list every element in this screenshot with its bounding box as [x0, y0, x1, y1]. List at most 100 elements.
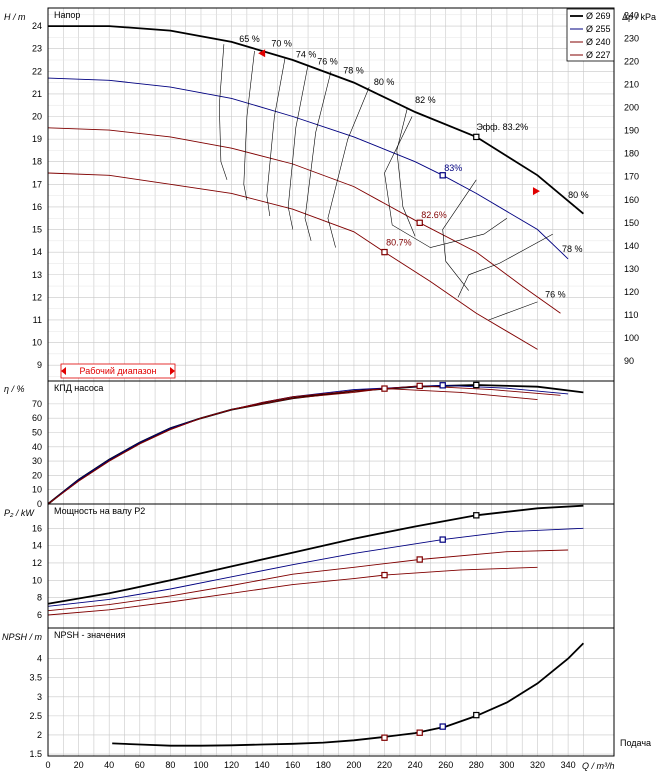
y-tick-label: 10: [32, 485, 42, 495]
iso-efficiency-curve: [327, 86, 370, 248]
x-tick-label: 240: [408, 760, 423, 770]
y-tick-label: 22: [32, 66, 42, 76]
y-tick-label: 4: [37, 654, 42, 664]
iso-efficiency-curve: [488, 301, 538, 321]
head-panel-title: Напор: [54, 10, 80, 20]
y-tick-label: 13: [32, 270, 42, 280]
y2-tick-label: 170: [624, 172, 639, 182]
operating-point-marker: [381, 571, 388, 579]
y2-tick-label: 120: [624, 287, 639, 297]
npsh-point-marker: [439, 723, 446, 730]
iso-efficiency-curve: [396, 107, 416, 237]
x-axis-caption: Подача: [620, 738, 651, 748]
npsh-panel-title: NPSH - значения: [54, 630, 126, 640]
y-tick-label: 20: [32, 470, 42, 480]
iso-efficiency-curve: [287, 64, 309, 230]
panel-frames: [47, 7, 615, 757]
y2-tick-label: 180: [624, 149, 639, 159]
curve-power-255: [47, 527, 584, 607]
legend-entry: Ø 255: [586, 24, 611, 34]
pressure-y-axis-label: Δp / kPa: [622, 12, 656, 22]
y2-tick-label: 100: [624, 333, 639, 343]
working-range-end-marker: [532, 187, 540, 196]
legend-entry: Ø 240: [586, 37, 611, 47]
x-tick-label: 220: [377, 760, 392, 770]
legend-box: [566, 8, 615, 62]
y-tick-label: 18: [32, 157, 42, 167]
curve-head-255: [47, 77, 569, 260]
iso-efficiency-curve: [442, 179, 477, 291]
y2-tick-label: 150: [624, 218, 639, 228]
y-tick-label: 14: [32, 247, 42, 257]
efficiency-label: 74 %: [296, 50, 317, 60]
efficiency-label: 65 %: [239, 34, 260, 44]
operating-point-marker: [416, 219, 423, 226]
operating-point-marker: [416, 382, 423, 390]
iso-efficiency-curve: [457, 233, 553, 298]
y2-tick-label: 210: [624, 80, 639, 90]
y2-tick-label: 160: [624, 195, 639, 205]
curve-head-240: [47, 127, 561, 314]
working-range-left-arrow: [61, 367, 66, 375]
y-tick-label: 16: [32, 202, 42, 212]
curve-npsh-269: [112, 642, 585, 747]
x-tick-label: 180: [316, 760, 331, 770]
iso-efficiency-curve: [218, 44, 228, 180]
x-tick-label: 20: [74, 760, 84, 770]
y2-tick-label: 110: [624, 310, 638, 320]
y2-tick-label: 90: [624, 356, 634, 366]
y-tick-label: 70: [32, 399, 42, 409]
efficiency-label: 80 %: [568, 190, 589, 200]
operating-point-marker: [439, 536, 446, 543]
x-tick-label: 60: [135, 760, 145, 770]
power-panel-title: Мощность на валу P2: [54, 506, 145, 516]
y-tick-label: 20: [32, 112, 42, 122]
y-tick-label: 3.5: [29, 673, 42, 683]
operating-point-label: 83%: [444, 163, 462, 173]
iso-efficiency-curve: [266, 57, 286, 217]
y-tick-label: 50: [32, 427, 42, 437]
x-tick-label: 280: [469, 760, 484, 770]
operating-point-marker: [439, 382, 446, 389]
working-range-label: Рабочий диапазон: [80, 366, 157, 376]
y-tick-label: 11: [33, 315, 42, 325]
y-tick-label: 60: [32, 413, 42, 423]
x-tick-label: 100: [193, 760, 208, 770]
x-tick-label: 320: [530, 760, 545, 770]
legend-entry: Ø 269: [586, 11, 611, 21]
efficiency-label: 78 %: [343, 66, 364, 76]
y-tick-label: 6: [37, 610, 42, 620]
y-tick-label: 21: [32, 89, 42, 99]
operating-point-label: 80.7%: [386, 237, 412, 247]
iso-efficiency-curve: [304, 71, 332, 241]
npsh-point-marker: [381, 734, 388, 741]
y-tick-label: 0: [37, 499, 42, 509]
labels-layer: 9101112131415161718192021222324010203040…: [2, 8, 656, 771]
x-axis-label: Q / m³/h: [582, 761, 615, 771]
operating-point-marker: [381, 248, 388, 256]
panel-frame: [47, 627, 615, 757]
y-tick-label: 17: [32, 179, 42, 189]
panel-frame: [47, 380, 615, 505]
y2-tick-label: 200: [624, 103, 639, 113]
y-tick-label: 19: [32, 134, 42, 144]
efficiency-y-axis-label: η / %: [4, 384, 25, 394]
y-tick-label: 9: [37, 360, 42, 370]
efficiency-label: 82 %: [415, 95, 436, 105]
y-tick-label: 2: [37, 730, 42, 740]
legend-entry: Ø 227: [586, 50, 611, 60]
operating-point-marker: [473, 512, 480, 519]
y-tick-label: 2.5: [29, 711, 42, 721]
x-tick-label: 200: [346, 760, 361, 770]
curve-head-227: [47, 172, 538, 350]
y-tick-label: 10: [32, 338, 42, 348]
y-tick-label: 10: [32, 575, 42, 585]
y2-tick-label: 240: [624, 10, 639, 20]
x-tick-label: 140: [255, 760, 270, 770]
y-tick-label: 40: [32, 442, 42, 452]
y-tick-label: 8: [37, 593, 42, 603]
y-tick-label: 24: [32, 21, 42, 31]
y2-tick-label: 140: [624, 241, 639, 251]
y2-tick-label: 190: [624, 126, 639, 136]
